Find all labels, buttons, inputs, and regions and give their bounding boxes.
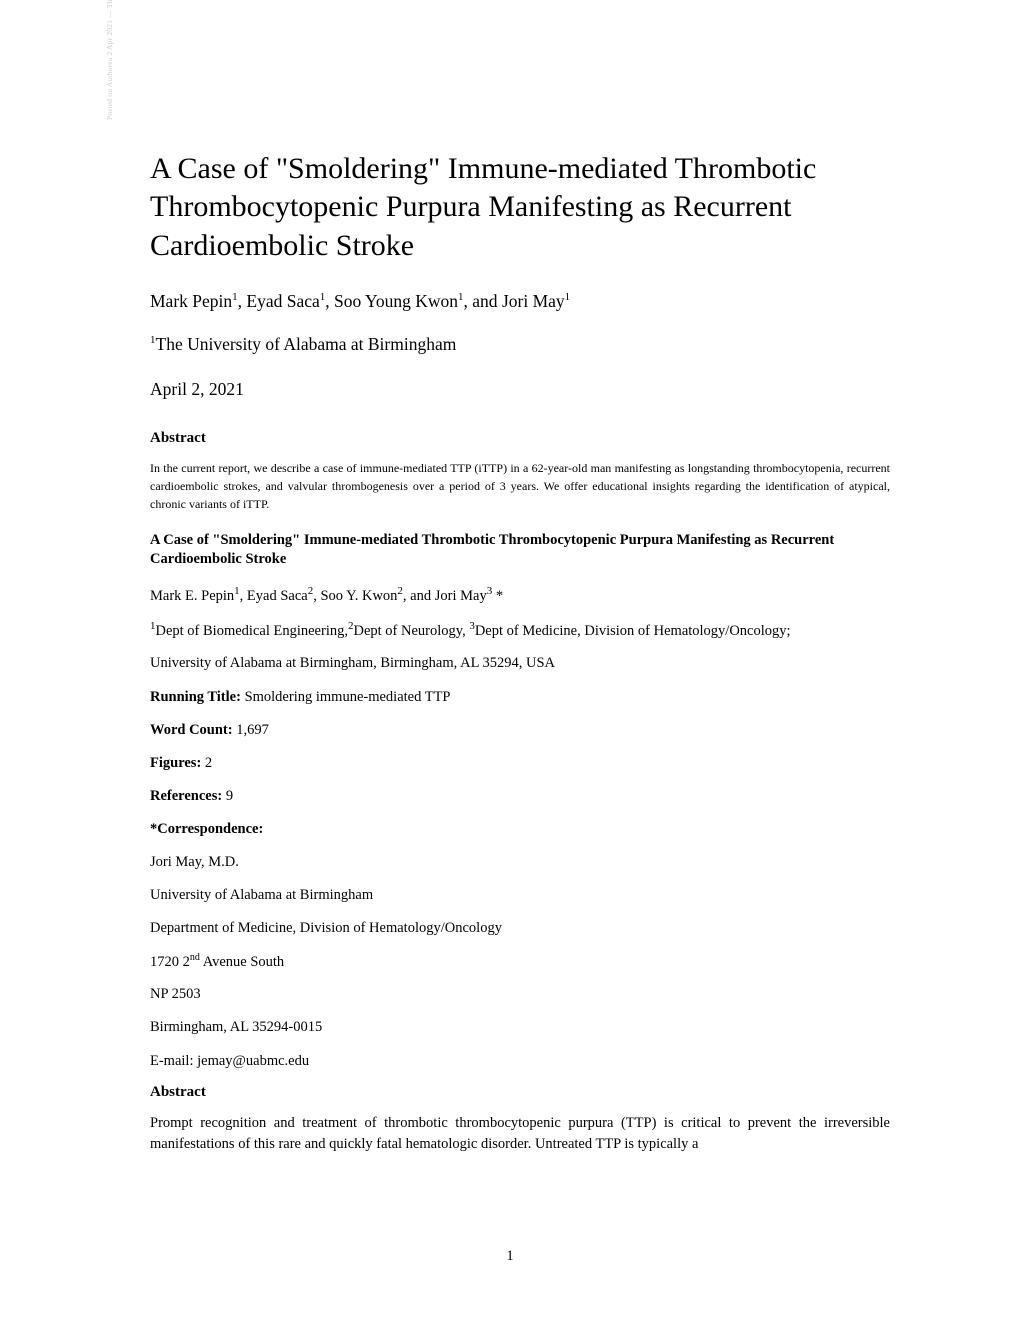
running-title-value: Smoldering immune-mediated TTP: [241, 689, 451, 705]
running-title-line: Running Title: Smoldering immune-mediate…: [150, 687, 890, 708]
dept-2: Dept of Neurology,: [353, 622, 469, 638]
sep: , and: [464, 291, 502, 311]
correspondence-line: *Correspondence:: [150, 819, 890, 840]
authors-detail: Mark E. Pepin1, Eyad Saca2, Soo Y. Kwon2…: [150, 584, 890, 607]
university: University of Alabama at Birmingham, Bir…: [150, 653, 890, 674]
author-detail-1: Mark E. Pepin: [150, 588, 234, 604]
author-list: Mark Pepin1, Eyad Saca1, Soo Young Kwon1…: [150, 289, 890, 314]
abstract-2-heading: Abstract: [150, 1084, 890, 1101]
corr-university: University of Alabama at Birmingham: [150, 885, 890, 906]
corr-department: Department of Medicine, Division of Hema…: [150, 918, 890, 939]
references-label: References:: [150, 788, 222, 804]
page-number: 1: [506, 1248, 513, 1265]
author-1: Mark Pepin: [150, 291, 232, 311]
dept-3: Dept of Medicine, Division of Hematology…: [475, 622, 791, 638]
date: April 2, 2021: [150, 379, 890, 400]
departments: 1Dept of Biomedical Engineering,2Dept of…: [150, 619, 890, 642]
word-count-line: Word Count: 1,697: [150, 720, 890, 741]
abstract-text: In the current report, we describe a cas…: [150, 459, 890, 513]
author-4-sup: 1: [565, 291, 571, 303]
corr-address-2: NP 2503: [150, 984, 890, 1005]
word-count-value: 1,697: [233, 722, 269, 738]
addr-sup: nd: [190, 952, 200, 963]
abstract-heading: Abstract: [150, 430, 890, 447]
references-value: 9: [222, 788, 233, 804]
affiliation-text: The University of Alabama at Birmingham: [156, 334, 457, 354]
word-count-label: Word Count:: [150, 722, 233, 738]
running-title-label: Running Title:: [150, 689, 241, 705]
figures-label: Figures:: [150, 755, 201, 771]
author-3: Soo Young Kwon: [334, 291, 458, 311]
author-detail-2: Eyad Saca: [247, 588, 308, 604]
sep: ,: [325, 291, 334, 311]
corr-city: Birmingham, AL 35294-0015: [150, 1017, 890, 1038]
abstract-2-text: Prompt recognition and treatment of thro…: [150, 1113, 890, 1155]
page-content: A Case of "Smoldering" Immune-mediated T…: [0, 0, 1020, 1227]
figures-value: 2: [201, 755, 212, 771]
corresponding-asterisk: *: [492, 588, 503, 604]
dept-1: Dept of Biomedical Engineering,: [156, 622, 348, 638]
author-4: Jori May: [502, 291, 565, 311]
sep: ,: [240, 588, 247, 604]
subsection-title: A Case of "Smoldering" Immune-mediated T…: [150, 531, 890, 570]
author-detail-4: Jori May: [435, 588, 487, 604]
corr-address-1: 1720 2nd Avenue South: [150, 951, 890, 973]
author-2: Eyad Saca: [246, 291, 319, 311]
author-detail-3: Soo Y. Kwon: [320, 588, 397, 604]
paper-title: A Case of "Smoldering" Immune-mediated T…: [150, 150, 890, 265]
figures-line: Figures: 2: [150, 753, 890, 774]
affiliation: 1The University of Alabama at Birmingham: [150, 334, 890, 355]
corr-name: Jori May, M.D.: [150, 852, 890, 873]
addr-pre: 1720 2: [150, 953, 190, 969]
corr-email: E-mail: jemay@uabmc.edu: [150, 1051, 890, 1072]
correspondence-label: *Correspondence:: [150, 821, 263, 837]
references-line: References: 9: [150, 786, 890, 807]
sep: , and: [403, 588, 435, 604]
addr-post: Avenue South: [200, 953, 284, 969]
